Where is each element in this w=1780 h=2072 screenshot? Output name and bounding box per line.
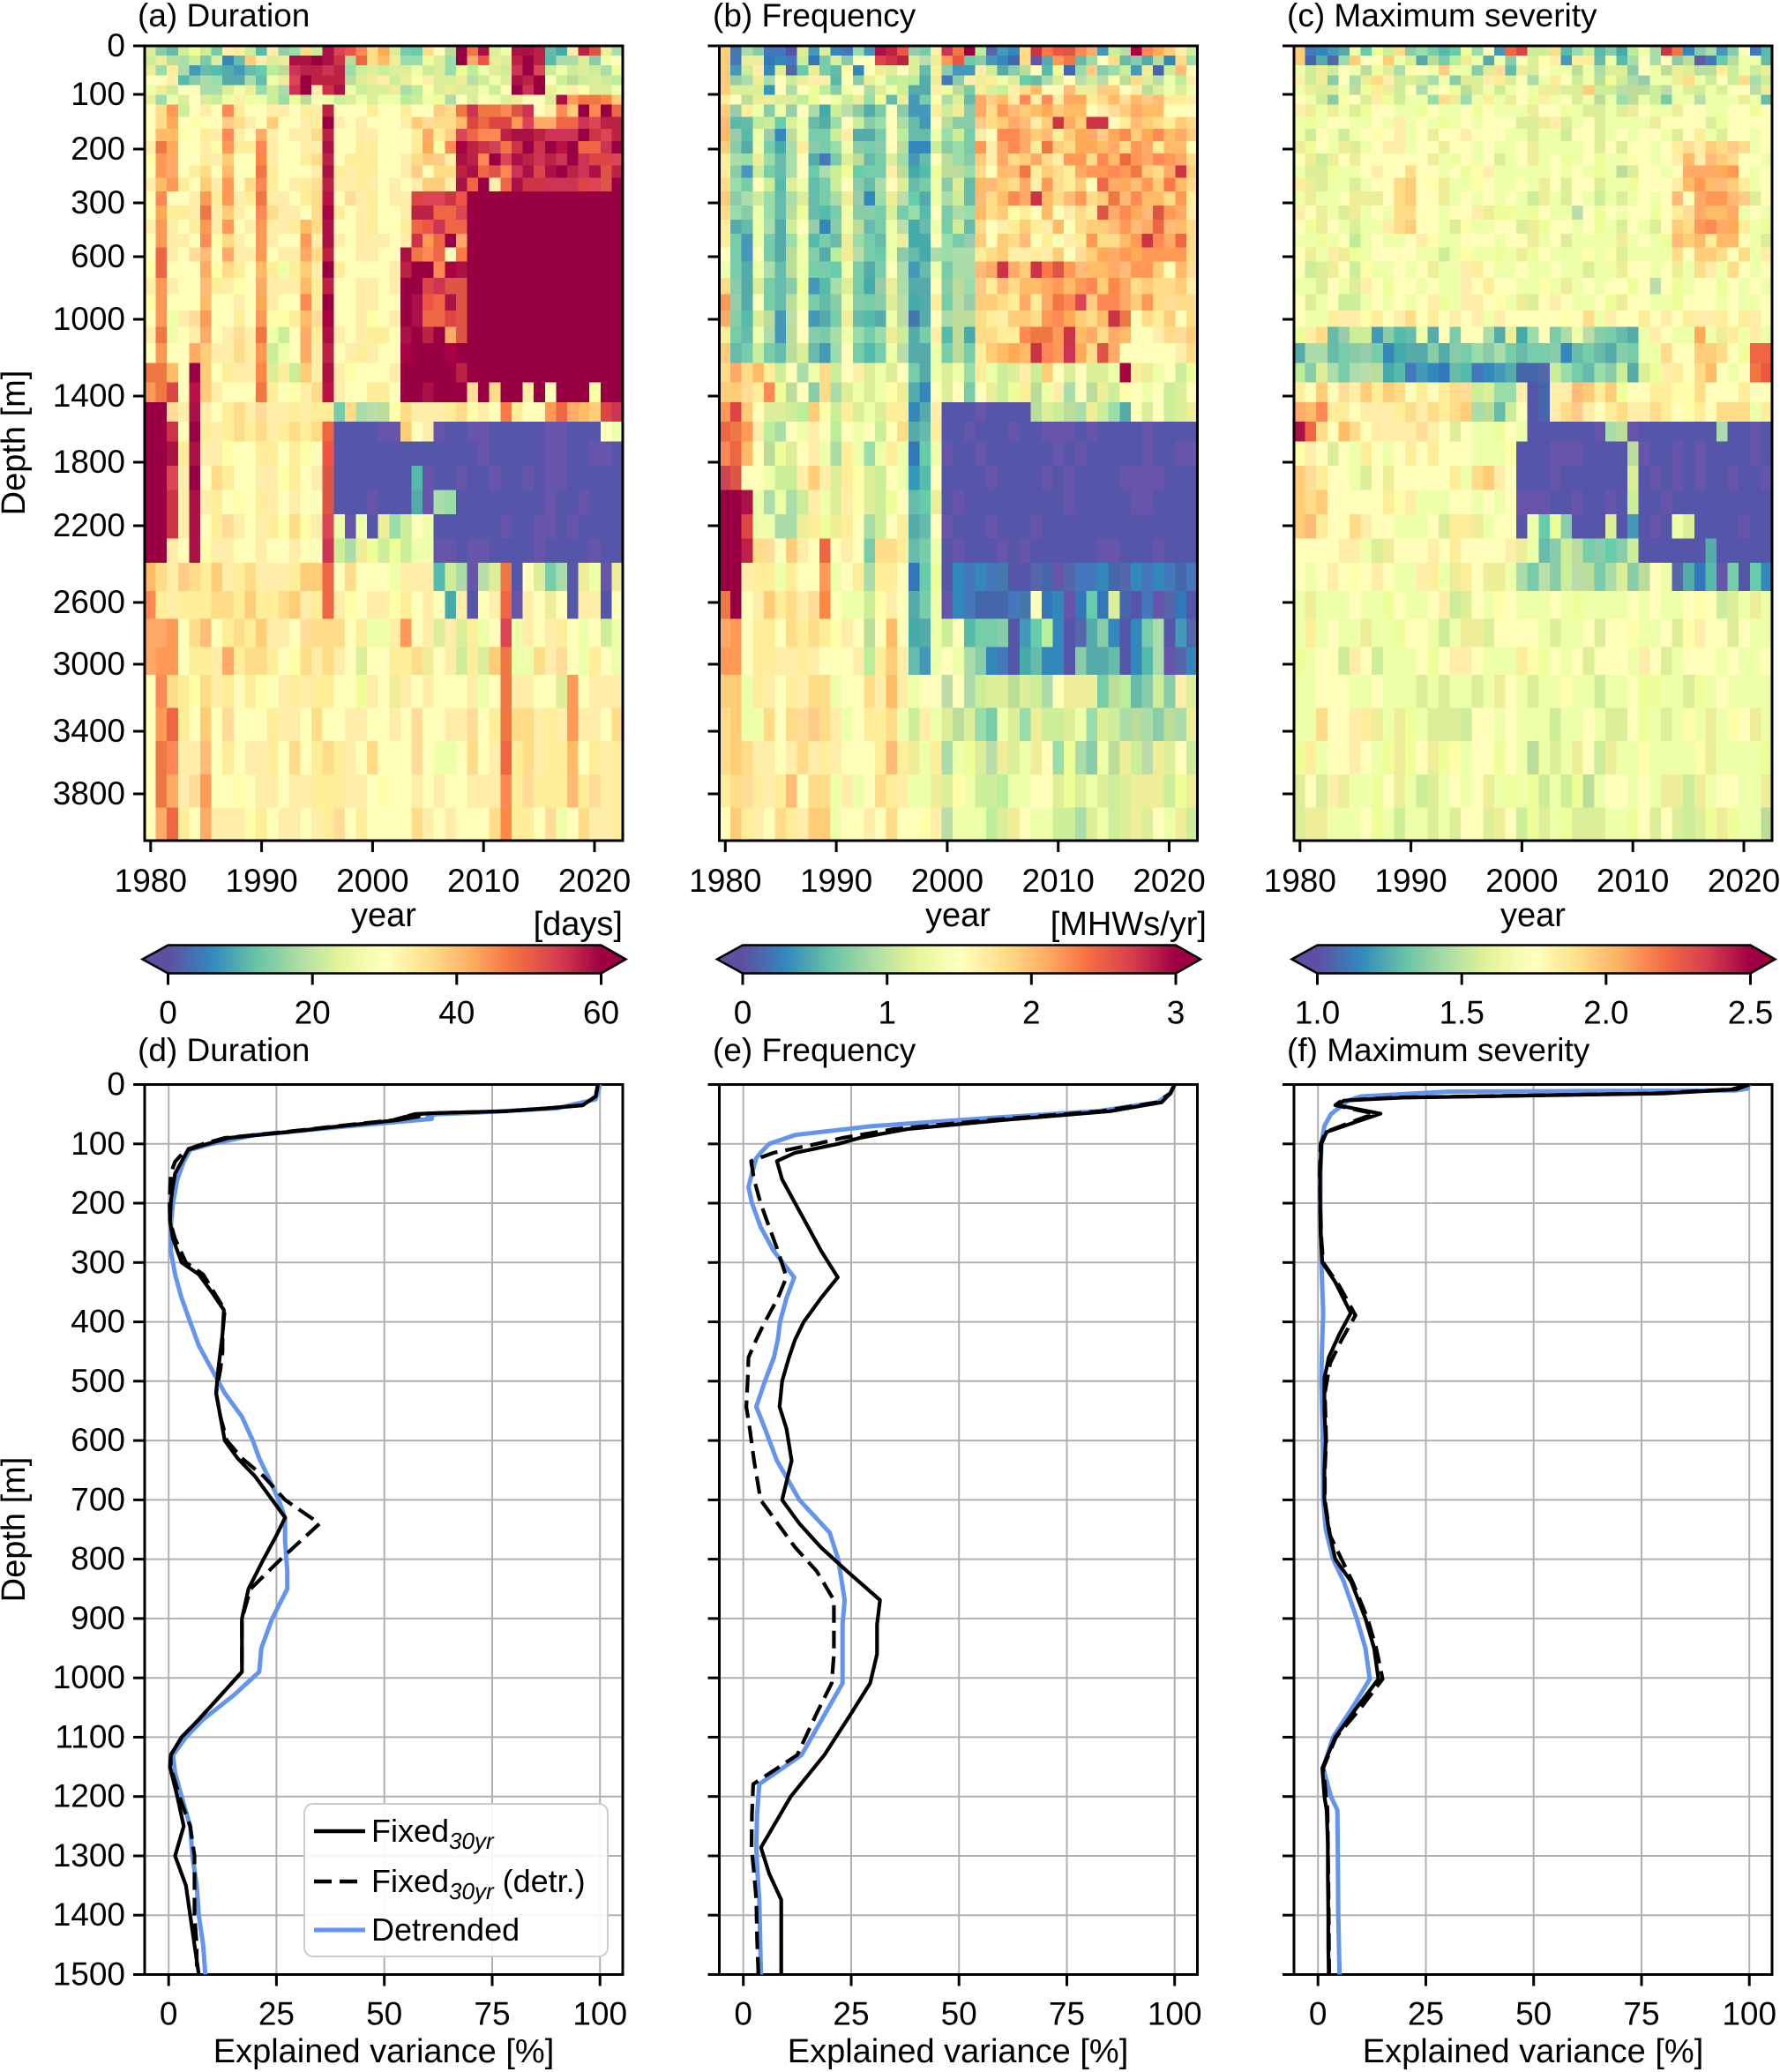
svg-text:(a) Duration: (a) Duration (138, 0, 310, 34)
svg-text:Explained variance [%]: Explained variance [%] (213, 2033, 555, 2070)
svg-text:1980: 1980 (1264, 863, 1336, 899)
svg-text:25: 25 (258, 1996, 295, 2032)
svg-text:300: 300 (71, 1244, 125, 1280)
svg-text:3400: 3400 (53, 713, 125, 749)
svg-text:900: 900 (71, 1600, 125, 1636)
svg-text:0: 0 (1309, 1996, 1328, 2032)
svg-text:3: 3 (1167, 995, 1185, 1031)
svg-text:1400: 1400 (53, 1896, 125, 1933)
svg-text:year: year (1500, 897, 1566, 934)
svg-text:100: 100 (572, 1996, 627, 2032)
svg-text:300: 300 (71, 184, 125, 221)
svg-text:2.0: 2.0 (1583, 995, 1628, 1031)
svg-text:1: 1 (878, 995, 896, 1031)
svg-text:Detrended: Detrended (371, 1911, 520, 1948)
svg-text:2200: 2200 (53, 507, 125, 543)
svg-text:2010: 2010 (1022, 863, 1095, 899)
svg-text:Depth [m]: Depth [m] (0, 370, 33, 516)
svg-text:1000: 1000 (53, 1659, 125, 1695)
svg-text:[days]: [days] (534, 906, 623, 943)
svg-text:1980: 1980 (689, 863, 761, 899)
svg-text:2010: 2010 (1597, 863, 1669, 899)
svg-text:1000: 1000 (53, 301, 125, 337)
svg-text:1990: 1990 (800, 863, 872, 899)
svg-text:1.0: 1.0 (1295, 995, 1340, 1031)
svg-text:100: 100 (71, 1126, 125, 1162)
svg-text:1200: 1200 (53, 1778, 125, 1814)
svg-text:1990: 1990 (1374, 863, 1447, 899)
svg-text:2020: 2020 (1708, 863, 1780, 899)
svg-text:0: 0 (734, 1996, 752, 2032)
svg-text:2000: 2000 (911, 863, 983, 899)
svg-text:Explained variance [%]: Explained variance [%] (788, 2033, 1129, 2070)
svg-text:75: 75 (474, 1996, 510, 2032)
svg-text:0: 0 (734, 995, 752, 1031)
svg-text:25: 25 (1408, 1996, 1444, 2032)
svg-text:3000: 3000 (53, 646, 125, 682)
svg-text:(e) Frequency: (e) Frequency (713, 1032, 916, 1068)
svg-text:75: 75 (1049, 1996, 1085, 2032)
svg-text:50: 50 (941, 1996, 977, 2032)
svg-text:500: 500 (71, 1363, 125, 1399)
svg-text:200: 200 (71, 1185, 125, 1221)
svg-text:Fixed30yr (detr.): Fixed30yr (detr.) (371, 1863, 586, 1904)
svg-text:2.5: 2.5 (1728, 995, 1773, 1031)
svg-text:1400: 1400 (53, 378, 125, 414)
svg-text:1500: 1500 (53, 1956, 125, 1993)
svg-text:200: 200 (71, 131, 125, 167)
svg-text:3800: 3800 (53, 775, 125, 812)
svg-text:2600: 2600 (53, 584, 125, 620)
svg-text:0: 0 (160, 1996, 178, 2032)
svg-text:2000: 2000 (1485, 863, 1558, 899)
svg-text:60: 60 (583, 995, 619, 1031)
svg-text:100: 100 (71, 76, 125, 112)
svg-text:600: 600 (71, 1422, 125, 1458)
svg-text:2020: 2020 (558, 863, 631, 899)
svg-text:(b) Frequency: (b) Frequency (713, 0, 916, 34)
svg-text:400: 400 (71, 1304, 125, 1340)
svg-text:50: 50 (1515, 1996, 1552, 2032)
svg-text:1980: 1980 (115, 863, 187, 899)
svg-text:0: 0 (159, 995, 177, 1031)
svg-text:year: year (925, 897, 991, 934)
svg-text:40: 40 (438, 995, 475, 1031)
svg-text:(f) Maximum severity: (f) Maximum severity (1287, 1032, 1590, 1068)
svg-text:(c) Maximum severity: (c) Maximum severity (1287, 0, 1597, 34)
svg-text:100: 100 (1148, 1996, 1202, 2032)
svg-text:(d) Duration: (d) Duration (138, 1032, 310, 1068)
svg-text:Explained variance [%]: Explained variance [%] (1363, 2033, 1704, 2070)
svg-text:1100: 1100 (55, 1718, 125, 1754)
svg-text:2000: 2000 (336, 863, 408, 899)
svg-text:0: 0 (107, 1066, 125, 1103)
svg-text:Depth [m]: Depth [m] (0, 1457, 33, 1603)
svg-text:[MHWs/yr]: [MHWs/yr] (1051, 906, 1207, 943)
svg-text:700: 700 (71, 1481, 125, 1517)
svg-text:1990: 1990 (225, 863, 297, 899)
svg-text:20: 20 (295, 995, 331, 1031)
svg-text:1300: 1300 (53, 1837, 125, 1874)
svg-text:year: year (351, 897, 416, 934)
svg-text:100: 100 (1722, 1996, 1776, 2032)
svg-text:800: 800 (71, 1541, 125, 1577)
svg-text:2010: 2010 (447, 863, 520, 899)
svg-text:0: 0 (107, 27, 125, 64)
svg-text:1800: 1800 (53, 444, 125, 480)
svg-text:2020: 2020 (1133, 863, 1205, 899)
svg-text:2: 2 (1022, 995, 1041, 1031)
svg-text:75: 75 (1623, 1996, 1659, 2032)
svg-text:25: 25 (833, 1996, 869, 2032)
svg-text:1.5: 1.5 (1439, 995, 1484, 1031)
svg-text:50: 50 (366, 1996, 402, 2032)
svg-text:600: 600 (71, 238, 125, 274)
